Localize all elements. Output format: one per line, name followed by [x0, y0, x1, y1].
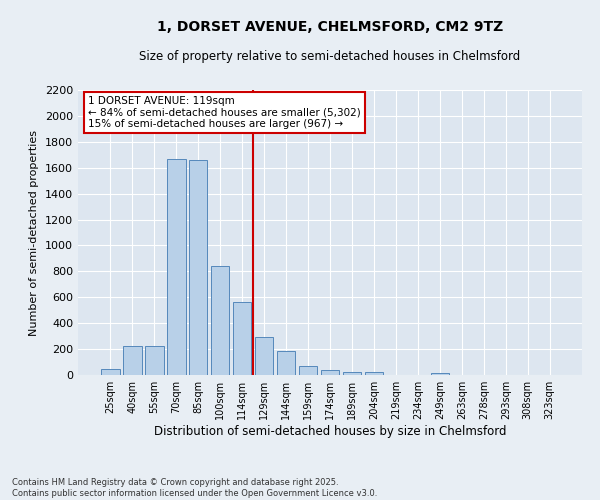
Bar — [101, 368, 119, 375]
Bar — [233, 302, 251, 375]
Text: Size of property relative to semi-detached houses in Chelmsford: Size of property relative to semi-detach… — [139, 50, 521, 63]
Bar — [343, 372, 361, 375]
Y-axis label: Number of semi-detached properties: Number of semi-detached properties — [29, 130, 40, 336]
Bar — [145, 346, 164, 375]
Text: Contains HM Land Registry data © Crown copyright and database right 2025.
Contai: Contains HM Land Registry data © Crown c… — [12, 478, 377, 498]
Bar — [431, 373, 449, 375]
Bar — [299, 366, 317, 375]
Text: 1, DORSET AVENUE, CHELMSFORD, CM2 9TZ: 1, DORSET AVENUE, CHELMSFORD, CM2 9TZ — [157, 20, 503, 34]
Bar — [365, 372, 383, 375]
Bar — [189, 160, 208, 375]
Bar — [277, 351, 295, 375]
Bar — [320, 370, 340, 375]
X-axis label: Distribution of semi-detached houses by size in Chelmsford: Distribution of semi-detached houses by … — [154, 425, 506, 438]
Bar — [123, 346, 142, 375]
Bar — [167, 158, 185, 375]
Bar — [211, 266, 229, 375]
Text: 1 DORSET AVENUE: 119sqm
← 84% of semi-detached houses are smaller (5,302)
15% of: 1 DORSET AVENUE: 119sqm ← 84% of semi-de… — [88, 96, 361, 129]
Bar — [255, 337, 274, 375]
